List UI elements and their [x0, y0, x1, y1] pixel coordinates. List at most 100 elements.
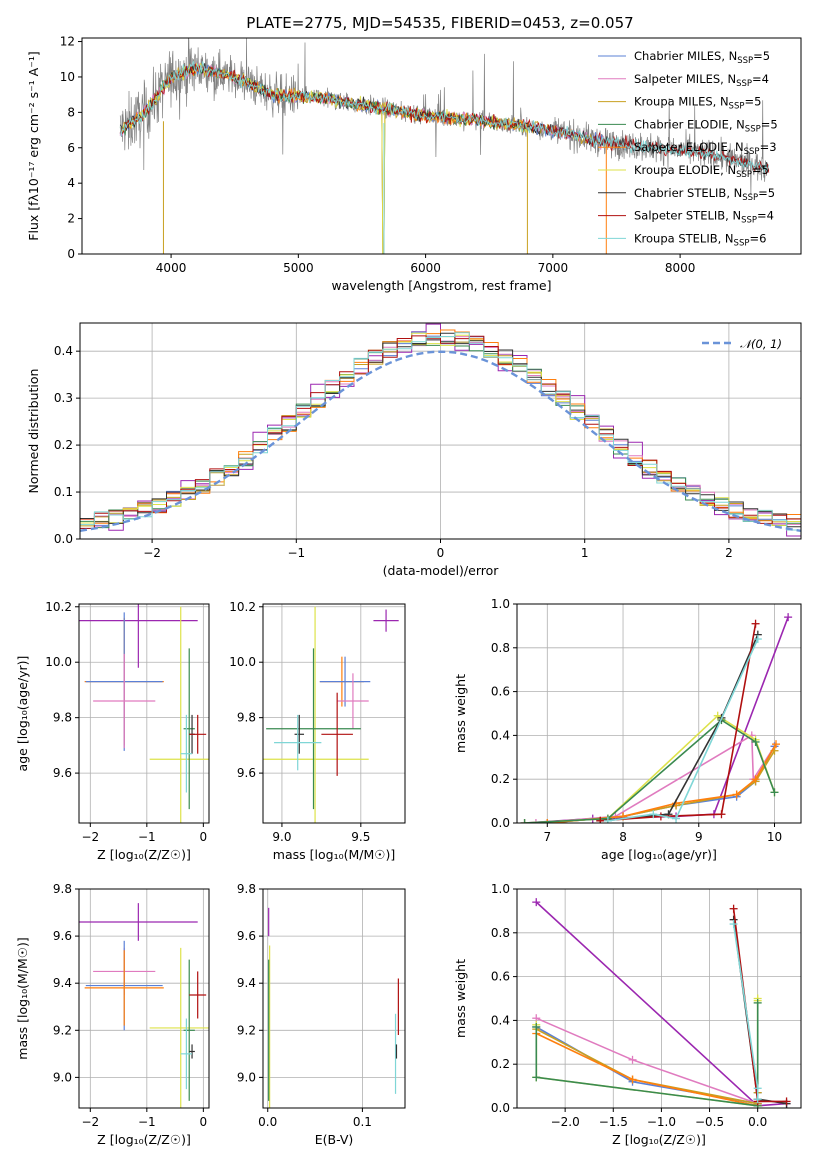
legend-entry: Chabrier ELODIE, NSSP=5: [634, 117, 778, 134]
y-tick-label: 10.0: [229, 655, 256, 669]
y-tick-label: 9.6: [53, 929, 72, 943]
errorbar-point: [321, 692, 353, 776]
mass-weight-line: [600, 623, 757, 822]
axes-frame: [516, 888, 802, 1109]
x-tick-label: 4000: [156, 261, 187, 275]
mass-weight-marker: [531, 819, 540, 823]
model-spectrum-line: [119, 61, 770, 173]
mass-weight-marker: [543, 819, 552, 823]
mass-weight-marker: [753, 1095, 762, 1104]
errorbar-point: [79, 903, 198, 941]
y-tick-label: 6: [67, 141, 75, 155]
x-axis-label: Z [log₁₀(Z/Z☉)]: [612, 1132, 706, 1147]
axes-frame: [516, 603, 802, 824]
y-axis-label: Normed distribution: [26, 369, 41, 494]
gridlines: [79, 888, 209, 1108]
mass-weight-line: [732, 919, 787, 1105]
panel-age_vs_Z: −2 −1 0 9.6 9.8 10.0 10.2 Z [log₁₀(Z/Z☉)] age [l…: [15, 600, 210, 862]
errorbar-point: [189, 714, 207, 754]
axes-frame: [262, 888, 406, 1109]
y-tick-label: 1.0: [491, 882, 510, 896]
panel-residual_histogram: −2 −1 0 1 2 0.0 0.1 0.2 0.3 0.4 (data-model)/error…: [26, 322, 802, 578]
x-tick-label: 0.0: [258, 1115, 277, 1129]
panel-mass_weight_vs_age: 7 8 9 10 0.0 0.2 0.4 0.6 0.8 1.0 age [log₁₀(age/yr…: [453, 597, 802, 862]
mass-weight-marker: [596, 816, 605, 823]
mass-weight-marker: [751, 619, 760, 628]
y-tick-label: 0.2: [54, 438, 73, 452]
x-tick-label: 7: [543, 830, 551, 844]
legend-entry: Kroupa STELIB, NSSP=6: [634, 231, 766, 248]
plot-area: [263, 606, 399, 823]
y-tick-label: 10: [60, 70, 75, 84]
errorbar-point: [149, 606, 209, 823]
legend-entry: Kroupa MILES, NSSP=5: [634, 95, 761, 112]
y-tick-label: 0: [67, 247, 75, 261]
mass-weight-marker: [717, 810, 726, 819]
errorbar-point: [263, 606, 369, 823]
y-tick-label: 9.8: [53, 882, 72, 896]
x-axis-label: (data-model)/error: [383, 563, 500, 578]
y-tick-label: 12: [60, 35, 75, 49]
mass-weight-marker: [772, 740, 781, 749]
y-tick-label: 0.0: [491, 1101, 510, 1115]
x-tick-label: 1: [581, 546, 589, 560]
x-tick-label: −2.0: [551, 1115, 580, 1129]
errorbar-point: [274, 714, 322, 771]
y-tick-label: 10.2: [229, 600, 256, 614]
y-tick-label: 0.6: [491, 970, 510, 984]
axes-frame: [79, 322, 802, 540]
plot-area: [520, 613, 793, 823]
legend-entry: Chabrier STELIB, NSSP=5: [634, 186, 775, 203]
y-tick-label: 9.0: [237, 1070, 256, 1084]
mass-weight-marker: [751, 775, 760, 784]
errorbar-point: [149, 947, 209, 1108]
y-tick-label: 1.0: [491, 597, 510, 611]
y-tick-label: 0.3: [54, 391, 73, 405]
x-tick-label: −1: [138, 1115, 156, 1129]
errorbar-point: [79, 604, 198, 668]
mass-weight-marker: [628, 1075, 637, 1084]
x-tick-label: 9.0: [272, 830, 291, 844]
y-tick-label: 9.0: [53, 1070, 72, 1084]
errorbar-point: [183, 648, 195, 810]
panel-mass_vs_Z: −2 −1 0 9.0 9.2 9.4 9.6 9.8 Z [log₁₀(Z/Z☉)] mass …: [15, 882, 210, 1147]
x-tick-label: 8000: [665, 261, 696, 275]
x-tick-label: 0: [437, 546, 445, 560]
errorbar-point: [180, 1018, 193, 1090]
legend: Chabrier MILES, NSSP=5 Salpeter MILES, NS…: [598, 49, 778, 248]
x-axis-label: Z [log₁₀(Z/Z☉)]: [97, 1132, 191, 1147]
y-tick-label: 9.8: [237, 711, 256, 725]
x-tick-label: 8: [619, 830, 627, 844]
legend-entry: 𝒩(0, 1): [740, 337, 782, 351]
y-axis-label: mass weight: [453, 959, 468, 1038]
mass-weight-line: [547, 743, 777, 823]
errorbar-point: [180, 714, 193, 793]
errorbar-point: [93, 653, 156, 749]
x-axis-label: Z [log₁₀(Z/Z☉)]: [97, 847, 191, 862]
panel-spectrum: 4000 5000 6000 7000 8000 0 2 4 6 8 10 12 wavelength …: [26, 35, 802, 293]
y-tick-label: 8: [67, 105, 75, 119]
histogram-step-line: [80, 332, 801, 531]
x-axis-label: E(B-V): [315, 1132, 354, 1147]
mass-weight-line: [535, 1002, 759, 1107]
mass-weight-marker: [729, 904, 738, 913]
plot-area: [119, 38, 770, 254]
y-tick-label: 2: [67, 212, 75, 226]
axes-frame: [78, 888, 210, 1109]
plot-area: [80, 323, 801, 537]
x-tick-label: −0.5: [695, 1115, 724, 1129]
x-tick-label: −1.5: [599, 1115, 628, 1129]
mass-weight-marker: [770, 788, 779, 797]
errorbar-point: [319, 656, 371, 707]
mass-weight-marker: [628, 1055, 637, 1064]
mass-weight-line: [732, 908, 787, 1103]
figure-title: PLATE=2775, MJD=54535, FIBERID=0453, z=0…: [246, 14, 633, 32]
x-tick-label: 0: [200, 830, 208, 844]
plot-area: [79, 604, 209, 823]
y-tick-label: 9.4: [237, 976, 256, 990]
x-tick-label: 0.1: [353, 1115, 372, 1129]
y-tick-label: 0.1: [54, 485, 73, 499]
errorbar-point: [84, 950, 164, 1026]
y-tick-label: 0.8: [491, 926, 510, 940]
x-axis-label: age [log₁₀(age/yr)]: [601, 847, 717, 862]
